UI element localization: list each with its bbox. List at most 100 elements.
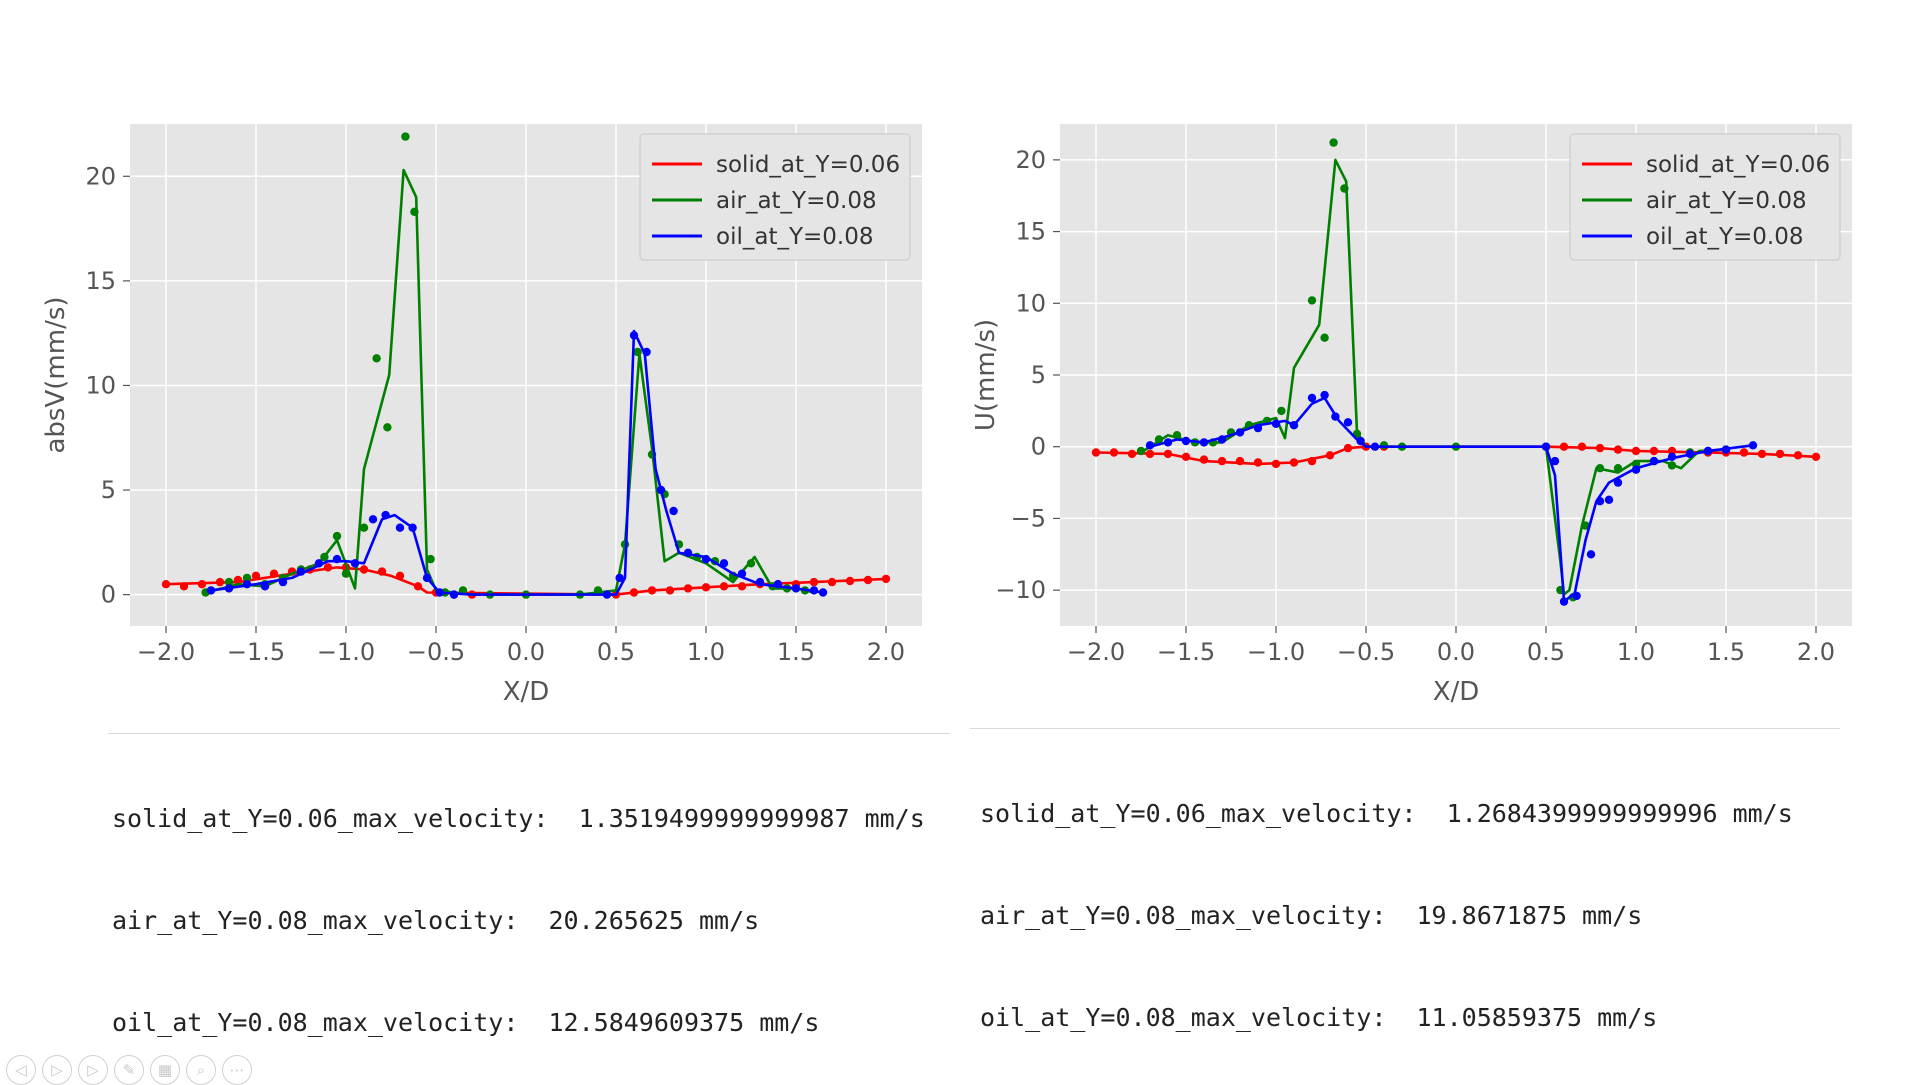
x-tick-label: −1.0 bbox=[317, 638, 375, 666]
data-point bbox=[1595, 497, 1605, 506]
data-point bbox=[701, 583, 711, 592]
data-point bbox=[602, 590, 612, 599]
data-point bbox=[395, 571, 405, 580]
data-point bbox=[1181, 436, 1191, 446]
data-point bbox=[881, 574, 891, 584]
data-point bbox=[719, 559, 729, 568]
data-point bbox=[224, 577, 234, 587]
legend-label: solid_at_Y=0.06 bbox=[1646, 152, 1830, 178]
data-point bbox=[845, 576, 855, 586]
data-point bbox=[1685, 449, 1695, 459]
data-point bbox=[1109, 448, 1119, 457]
data-point bbox=[1559, 442, 1569, 451]
chart-absv: −2.0 −1.5 −1.0 −0.5 0.0 0.5 1.0 1.5 2.0 0 5 10 15 20 X… bbox=[0, 110, 950, 730]
data-point bbox=[1559, 597, 1569, 606]
data-point bbox=[233, 575, 243, 585]
x-tick-label: 1.5 bbox=[777, 638, 815, 666]
previous-icon[interactable]: ◁ bbox=[6, 1055, 36, 1085]
chart-u-svg: −2.0 −1.5 −1.0 −0.5 0.0 0.5 1.0 1.5 2.0 −10 −5 0 5 10… bbox=[971, 124, 1852, 707]
data-point bbox=[215, 577, 225, 587]
x-tick-label: −1.0 bbox=[1247, 638, 1305, 666]
x-tick-label: 1.5 bbox=[1707, 638, 1745, 666]
y-tick-label: 15 bbox=[1015, 218, 1046, 246]
data-point bbox=[1631, 465, 1641, 474]
legend-label: oil_at_Y=0.08 bbox=[716, 224, 874, 250]
data-point bbox=[381, 510, 390, 520]
data-point bbox=[1757, 449, 1767, 459]
x-tick-label: −0.5 bbox=[1337, 638, 1395, 666]
data-point bbox=[1325, 451, 1335, 460]
data-point bbox=[1253, 458, 1263, 467]
x-tick-label: 2.0 bbox=[1797, 638, 1835, 666]
data-point bbox=[701, 554, 711, 564]
data-point bbox=[314, 559, 324, 568]
data-point bbox=[656, 485, 666, 495]
grid-view-icon[interactable]: ▦ bbox=[150, 1055, 180, 1085]
y-tick-label: −10 bbox=[995, 576, 1046, 604]
x-axis-label: X/D bbox=[503, 677, 550, 707]
y-tick-label: 15 bbox=[85, 267, 116, 295]
data-point bbox=[1199, 455, 1209, 464]
y-tick-label: 10 bbox=[1015, 289, 1046, 317]
data-point bbox=[1253, 423, 1263, 433]
data-point bbox=[1631, 446, 1641, 456]
y-tick-label: 20 bbox=[1015, 146, 1046, 174]
output-divider-right bbox=[970, 728, 1840, 729]
legend: solid_at_Y=0.06 air_at_Y=0.08 oil_at_Y=0.0… bbox=[639, 133, 911, 261]
data-point bbox=[1271, 459, 1281, 469]
data-point bbox=[242, 580, 252, 589]
chart-absv-svg: −2.0 −1.5 −1.0 −0.5 0.0 0.5 1.0 1.5 2.0 0 5 10 15 20 X… bbox=[41, 124, 922, 707]
y-tick-label: 5 bbox=[1031, 361, 1046, 389]
data-point bbox=[615, 573, 624, 583]
data-point bbox=[669, 506, 678, 516]
data-point bbox=[1667, 452, 1677, 461]
data-point bbox=[1235, 428, 1245, 437]
data-point bbox=[1649, 446, 1659, 456]
data-point bbox=[1136, 446, 1146, 456]
next-icon[interactable]: ▷ bbox=[42, 1055, 72, 1085]
output-divider-left bbox=[108, 733, 950, 734]
pen-icon[interactable]: ✎ bbox=[114, 1055, 144, 1085]
data-point bbox=[1307, 456, 1317, 466]
data-point bbox=[1217, 435, 1227, 444]
data-point bbox=[633, 347, 642, 357]
data-point bbox=[368, 515, 378, 524]
data-point bbox=[1613, 464, 1623, 473]
data-point bbox=[278, 577, 288, 587]
series-line-oil_at_Y=0.08 bbox=[1149, 396, 1754, 603]
data-point bbox=[350, 559, 360, 568]
data-point bbox=[1604, 495, 1614, 504]
data-point bbox=[719, 582, 729, 591]
legend-label: air_at_Y=0.08 bbox=[716, 188, 877, 214]
data-point bbox=[1667, 446, 1677, 456]
play-icon[interactable]: ▷ bbox=[78, 1055, 108, 1085]
output-line-air: air_at_Y=0.08_max_velocity: 20.265625 mm… bbox=[112, 906, 760, 935]
data-point bbox=[629, 588, 639, 597]
y-tick-label: −5 bbox=[1011, 504, 1046, 532]
data-point bbox=[1631, 459, 1641, 469]
data-point bbox=[1356, 436, 1365, 446]
data-point bbox=[224, 584, 234, 593]
legend-label: oil_at_Y=0.08 bbox=[1646, 224, 1804, 250]
y-tick-label: 20 bbox=[85, 162, 116, 190]
data-point bbox=[809, 586, 819, 595]
data-point bbox=[372, 354, 381, 363]
y-axis-label: absV(mm/s) bbox=[41, 296, 71, 453]
data-point bbox=[161, 580, 171, 589]
more-icon[interactable]: ⋯ bbox=[222, 1055, 252, 1085]
data-point bbox=[1331, 412, 1340, 421]
x-tick-label: 1.0 bbox=[687, 638, 725, 666]
data-point bbox=[1343, 418, 1353, 427]
data-point bbox=[809, 577, 819, 587]
x-axis-label: X/D bbox=[1433, 677, 1480, 707]
data-point bbox=[1649, 456, 1659, 466]
x-tick-label: −1.5 bbox=[1157, 638, 1215, 666]
data-point bbox=[426, 554, 435, 564]
y-tick-label: 0 bbox=[101, 581, 116, 609]
zoom-icon[interactable]: ⌕ bbox=[186, 1055, 216, 1085]
data-point bbox=[1307, 296, 1317, 305]
data-point bbox=[1343, 443, 1353, 453]
data-point bbox=[1379, 441, 1389, 450]
output-absv: solid_at_Y=0.06_max_velocity: 1.35194999… bbox=[112, 734, 925, 1074]
data-point bbox=[1550, 456, 1560, 466]
